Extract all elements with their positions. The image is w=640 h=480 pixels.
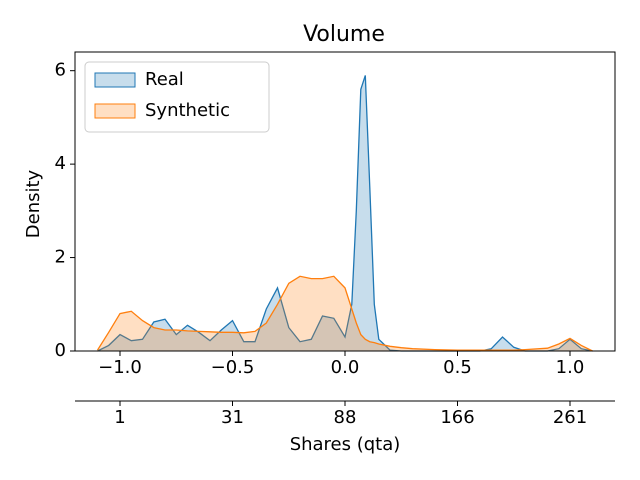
chart-title: Volume bbox=[303, 22, 385, 47]
x-tick-label: 0.0 bbox=[331, 357, 360, 378]
x-tick-label: 1.0 bbox=[556, 357, 585, 378]
legend-swatch bbox=[94, 72, 136, 88]
x2-tick-label: 261 bbox=[553, 407, 587, 428]
x-tick-label: −1.0 bbox=[98, 357, 142, 378]
legend-box bbox=[84, 61, 270, 133]
x-tick-label: −0.5 bbox=[211, 357, 255, 378]
legend-label: Real bbox=[145, 69, 184, 90]
legend-swatch bbox=[94, 103, 136, 119]
x2-tick-label: 31 bbox=[221, 407, 244, 428]
y-tick-label: 0 bbox=[55, 340, 66, 361]
x2-tick-label: 166 bbox=[440, 407, 474, 428]
y-axis-label: Density bbox=[23, 169, 44, 238]
x2-tick-label: 1 bbox=[114, 407, 125, 428]
y-tick-label: 2 bbox=[55, 247, 66, 268]
density-line bbox=[97, 75, 593, 352]
density-line bbox=[96, 275, 593, 352]
y-tick-label: 4 bbox=[55, 153, 66, 174]
legend-label: Synthetic bbox=[145, 100, 230, 121]
y-tick-label: 6 bbox=[55, 60, 66, 81]
x2-tick-label: 88 bbox=[334, 407, 357, 428]
x-tick-label: 0.5 bbox=[443, 357, 472, 378]
x2-axis-label: Shares (qta) bbox=[290, 434, 401, 455]
